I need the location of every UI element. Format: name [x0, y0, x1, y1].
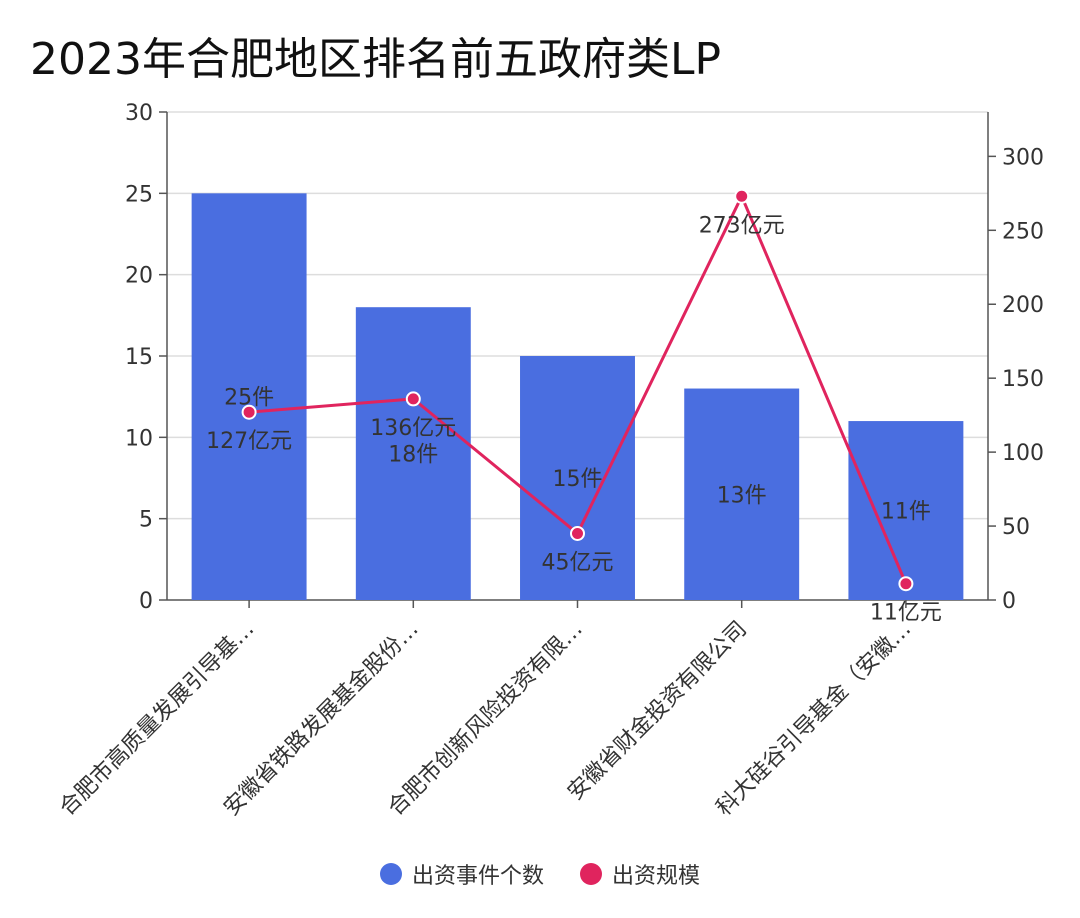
line-data-label: 127亿元	[206, 429, 292, 454]
line-point	[241, 404, 257, 420]
legend-item-scale[interactable]: 出资规模	[580, 858, 700, 890]
left-axis-tick-label: 25	[125, 182, 153, 207]
legend-swatch-scale	[580, 863, 602, 885]
left-axis-tick-label: 20	[125, 264, 153, 289]
bar	[191, 193, 307, 601]
line-point	[405, 391, 421, 407]
bar	[520, 356, 635, 600]
right-axis-tick-label: 50	[1002, 515, 1030, 540]
left-axis-tick-label: 5	[139, 508, 153, 533]
right-axis-tick-label: 300	[1002, 145, 1044, 170]
bar	[355, 307, 471, 600]
legend-swatch-count	[379, 863, 402, 885]
left-axis-tick-label: 0	[139, 589, 153, 614]
x-axis-category-label: 安徽省铁路发展基金股份…	[219, 617, 423, 821]
right-axis-tick-label: 200	[1002, 293, 1044, 318]
x-axis-category-label: 合肥市高质量发展引导基…	[55, 617, 259, 821]
bar	[684, 388, 800, 600]
bar-data-label: 11件	[881, 500, 931, 525]
x-axis-category-label: 合肥市创新风险投资有限…	[383, 617, 587, 821]
left-axis-tick-label: 30	[125, 101, 153, 126]
line-point	[898, 576, 914, 592]
legend-label-count: 出资事件个数	[411, 864, 544, 889]
bar-data-label: 13件	[717, 483, 767, 508]
chart-title: 2023年合肥地区排名前五政府类LP	[30, 34, 722, 85]
legend: 出资事件个数 出资规模	[0, 858, 1080, 890]
right-axis-tick-label: 250	[1002, 219, 1044, 244]
line-data-label: 11亿元	[870, 601, 942, 626]
legend-label-scale: 出资规模	[612, 864, 701, 889]
left-axis-tick-label: 15	[125, 345, 153, 370]
bar-data-label: 18件	[388, 443, 438, 468]
line-data-label: 45亿元	[542, 550, 614, 575]
bar	[848, 421, 964, 600]
right-axis-tick-label: 100	[1002, 441, 1044, 466]
legend-item-count[interactable]: 出资事件个数	[379, 858, 544, 890]
line-point	[734, 188, 750, 204]
line-point	[570, 525, 585, 541]
left-axis-tick-label: 10	[125, 426, 153, 451]
right-axis-tick-label: 0	[1002, 589, 1016, 614]
bar-data-label: 15件	[553, 467, 603, 492]
x-axis-category-label: 科大硅谷引导基金（安徽…	[712, 617, 916, 821]
line-data-label: 273亿元	[699, 213, 785, 238]
line-data-label: 136亿元	[370, 416, 456, 441]
x-axis-category-label: 安徽省财金投资有限公司	[563, 617, 752, 806]
right-axis-tick-label: 150	[1002, 367, 1044, 392]
